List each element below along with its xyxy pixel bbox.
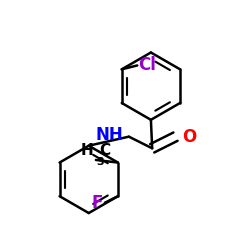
Text: Cl: Cl [138,56,156,74]
Text: O: O [182,128,196,146]
Text: 3: 3 [97,157,104,167]
Text: NH: NH [96,126,123,144]
Text: H: H [80,143,93,158]
Text: C: C [99,143,110,158]
Text: F: F [92,194,103,212]
